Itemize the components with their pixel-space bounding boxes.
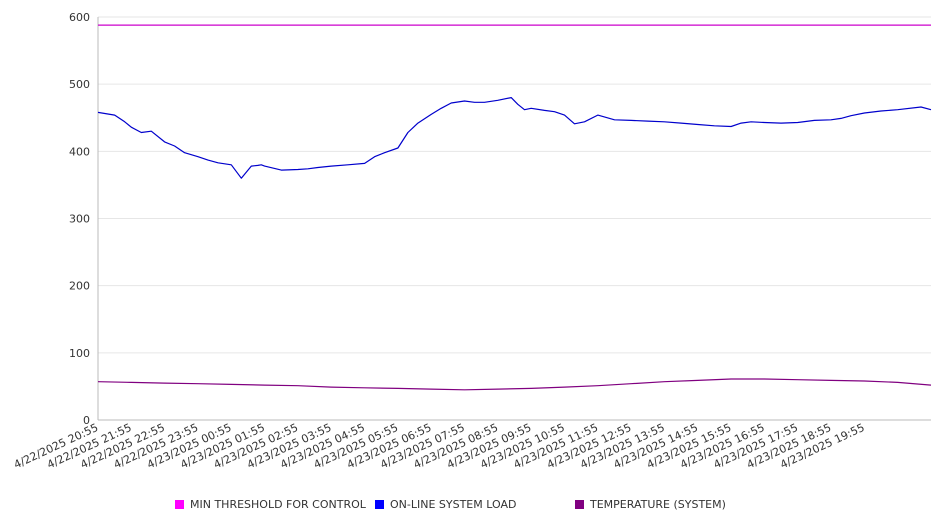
legend-label-system-load: ON-LINE SYSTEM LOAD — [390, 498, 517, 511]
series-line-1 — [97, 96, 932, 179]
legend-item-system-load[interactable]: ON-LINE SYSTEM LOAD — [375, 498, 516, 511]
y-tick-label: 600 — [69, 11, 90, 24]
axes — [97, 17, 931, 421]
y-tick-label: 500 — [69, 78, 90, 91]
y-tick-label: 400 — [69, 145, 90, 158]
legend-label-min-threshold: MIN THRESHOLD FOR CONTROL — [190, 498, 366, 511]
legend-item-temperature[interactable]: TEMPERATURE (SYSTEM) — [575, 498, 726, 511]
legend-swatch-temperature — [575, 500, 584, 509]
y-tick-label: 0 — [83, 414, 90, 427]
x-axis-tick-labels: 4/22/2025 20:554/22/2025 21:554/22/2025 … — [12, 421, 867, 471]
legend: MIN THRESHOLD FOR CONTROL ON-LINE SYSTEM… — [0, 498, 946, 516]
y-axis-tick-labels: 0 100 200 300 400 500 600 — [69, 11, 90, 427]
legend-swatch-system-load — [375, 500, 384, 509]
legend-swatch-min-threshold — [175, 500, 184, 509]
series-line-2 — [97, 378, 932, 391]
legend-label-temperature: TEMPERATURE (SYSTEM) — [590, 498, 726, 511]
legend-item-min-threshold[interactable]: MIN THRESHOLD FOR CONTROL — [175, 498, 366, 511]
y-tick-label: 300 — [69, 213, 90, 226]
y-tick-label: 200 — [69, 280, 90, 293]
y-tick-label: 100 — [69, 347, 90, 360]
series-lines — [97, 24, 932, 391]
grid-lines — [98, 16, 931, 354]
